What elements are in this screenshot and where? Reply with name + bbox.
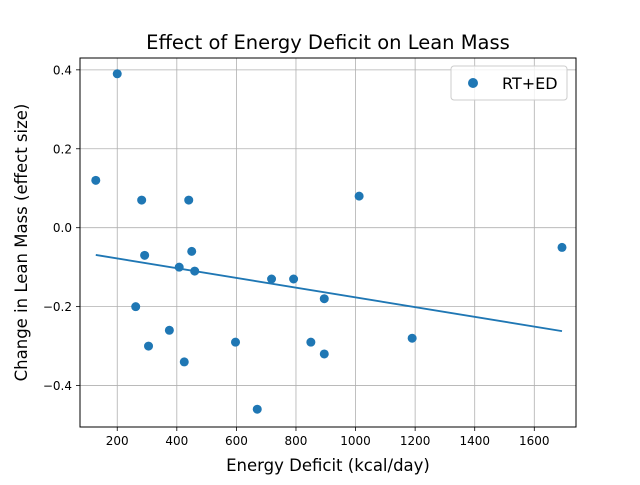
data-point — [231, 337, 241, 347]
y-tick-label: 0.2 — [53, 142, 72, 156]
data-point — [144, 341, 154, 351]
data-point — [319, 349, 329, 359]
data-point — [164, 325, 174, 335]
chart-title: Effect of Energy Deficit on Lean Mass — [146, 31, 510, 54]
y-tick-label: −0.4 — [43, 379, 72, 393]
x-tick-label: 1000 — [340, 434, 371, 448]
data-point — [179, 357, 189, 367]
y-tick-label: −0.2 — [43, 300, 72, 314]
data-point — [190, 266, 200, 276]
x-tick-label: 600 — [225, 434, 248, 448]
legend-label: RT+ED — [502, 74, 558, 93]
legend-marker — [468, 78, 478, 88]
trendline-layer — [95, 254, 563, 332]
plot-area-frame — [79, 57, 577, 428]
trendline — [95, 254, 563, 332]
x-tick-label: 800 — [285, 434, 308, 448]
data-point — [289, 274, 299, 284]
data-point — [91, 175, 101, 185]
data-point — [252, 404, 262, 414]
data-point — [187, 246, 197, 256]
y-axis-label: Change in Lean Mass (effect size) — [12, 104, 31, 382]
data-point — [557, 242, 567, 252]
x-tick-label: 400 — [165, 434, 188, 448]
x-axis-label: Energy Deficit (kcal/day) — [226, 456, 430, 475]
data-point — [140, 250, 150, 260]
grid — [80, 58, 576, 427]
x-tick-label: 1600 — [519, 434, 550, 448]
y-tick-label: 0.4 — [53, 63, 72, 77]
data-point — [184, 195, 194, 205]
data-point — [306, 337, 316, 347]
y-tick-label: 0.0 — [53, 221, 72, 235]
x-axis-ticks: 200 400 600 800 1000 1200 1400 1600 — [106, 427, 550, 448]
data-point — [319, 294, 329, 304]
legend: RT+ED — [450, 65, 568, 101]
data-point — [131, 302, 141, 312]
data-point — [267, 274, 277, 284]
data-point — [174, 262, 184, 272]
x-tick-label: 1200 — [400, 434, 431, 448]
legend-frame — [450, 65, 568, 101]
data-point — [407, 333, 417, 343]
data-point — [137, 195, 147, 205]
x-tick-label: 1400 — [459, 434, 490, 448]
data-point — [112, 69, 122, 79]
y-axis-ticks: −0.4 −0.2 0.0 0.2 0.4 — [43, 63, 80, 393]
data-point — [354, 191, 364, 201]
x-tick-label: 200 — [106, 434, 129, 448]
data-points — [91, 69, 567, 414]
